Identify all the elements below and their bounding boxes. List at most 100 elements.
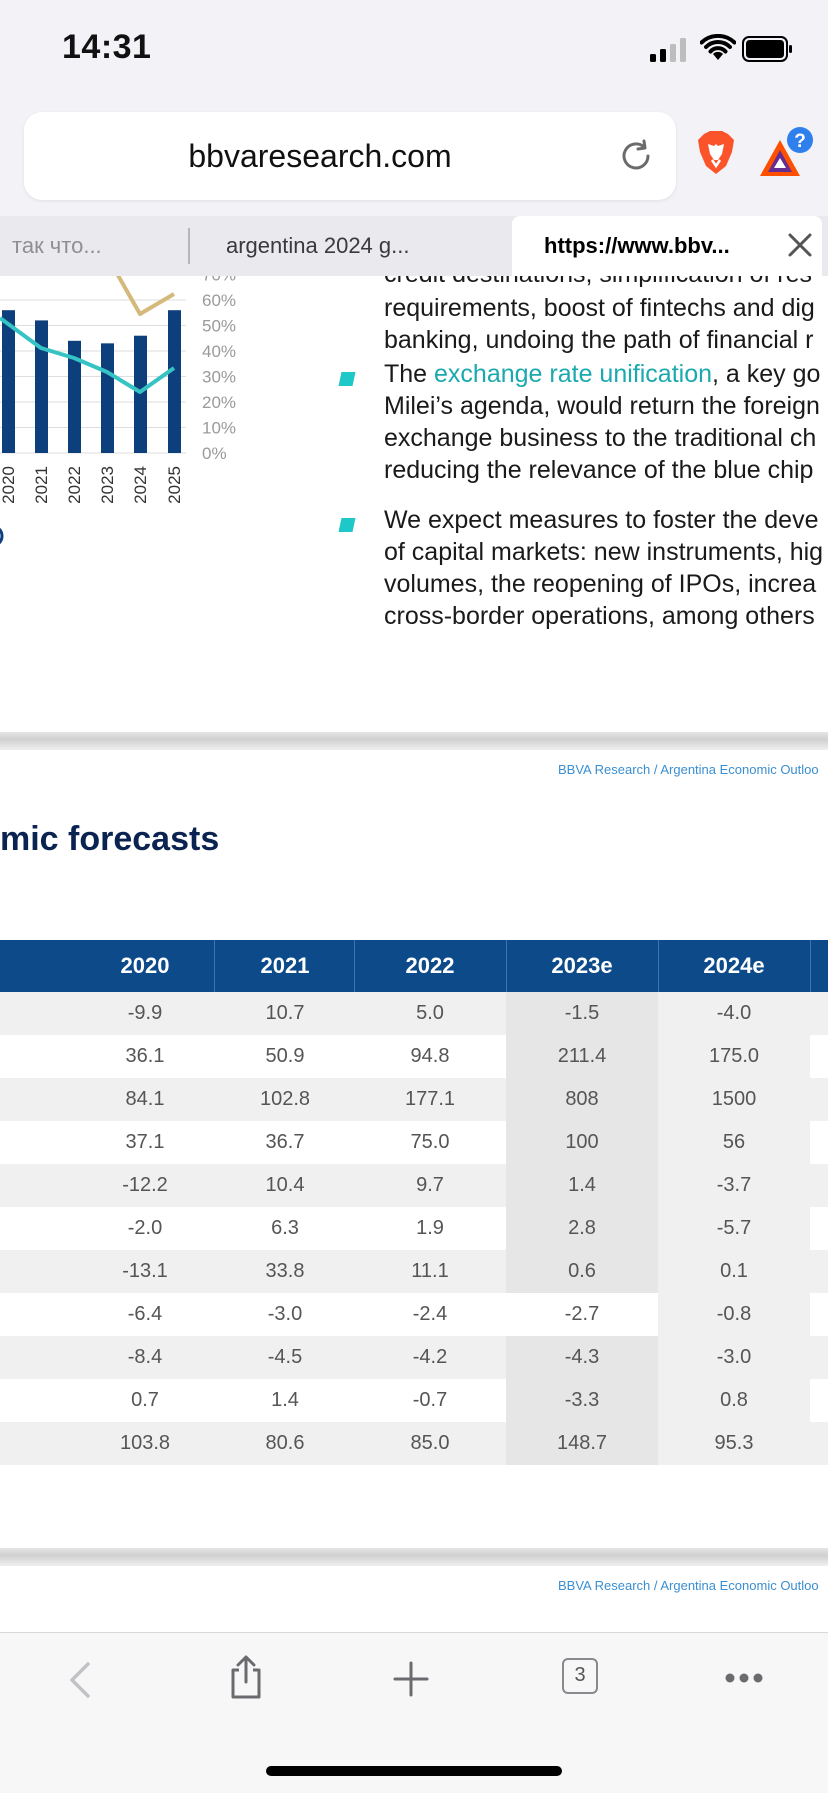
- table-cell: -2.0: [74, 1207, 216, 1250]
- address-bar[interactable]: bbvaresearch.com: [24, 112, 676, 200]
- text-line: of capital markets: new instruments, hig: [384, 538, 824, 566]
- more-icon[interactable]: [724, 1672, 764, 1684]
- table-row: 84.1 102.8 177.1 808 1500: [0, 1078, 828, 1121]
- table-cell: 177.1: [354, 1078, 506, 1121]
- signal-icon: [650, 38, 686, 62]
- x-tick-label: 2025: [165, 466, 184, 504]
- table-cell: 1.4: [216, 1379, 354, 1422]
- table-cell: 148.7: [506, 1422, 658, 1465]
- exchange-rate-link[interactable]: exchange rate unification: [434, 360, 712, 388]
- table-cell: -3.0: [658, 1336, 810, 1379]
- table-cell: 100: [506, 1121, 658, 1164]
- tabs-count-button[interactable]: 3: [562, 1658, 598, 1694]
- table-row: -6.4 -3.0 -2.4 -2.7 -0.8: [0, 1293, 828, 1336]
- table-cell: -3.7: [658, 1164, 810, 1207]
- table-cell: 50.9: [216, 1035, 354, 1078]
- table-cell: 95.3: [658, 1422, 810, 1465]
- legend-fragment: [0, 527, 4, 545]
- table-cell: -4.2: [354, 1336, 506, 1379]
- y-tick-label: 70%: [202, 276, 236, 285]
- address-area: bbvaresearch.com: [0, 100, 828, 216]
- page-content: 80%70%60%50%40%30%20%10%0%20202021202220…: [0, 276, 828, 1632]
- bar: [35, 320, 48, 453]
- x-tick-label: 2020: [0, 466, 18, 504]
- table-cell: 94.8: [354, 1035, 506, 1078]
- text-line: banking, undoing the path of financial r: [384, 326, 814, 354]
- brave-rewards-icon[interactable]: ?: [756, 126, 814, 180]
- y-tick-label: 0%: [202, 444, 227, 463]
- table-header-cell: 2020: [120, 953, 170, 978]
- table-header-cell: 2022: [405, 953, 455, 978]
- tab-1[interactable]: так что...: [12, 233, 102, 258]
- table-cell: -0.7: [354, 1379, 506, 1422]
- plus-icon[interactable]: [392, 1660, 430, 1698]
- table-cell: 10.4: [216, 1164, 354, 1207]
- y-tick-label: 50%: [202, 317, 236, 336]
- table-cell: 36.1: [74, 1035, 216, 1078]
- share-icon[interactable]: [226, 1654, 266, 1700]
- text-line: exchange business to the traditional ch: [384, 424, 817, 452]
- page-divider: [0, 1548, 828, 1566]
- table-cell: -13.1: [74, 1250, 216, 1293]
- table-cell: 11.1: [354, 1250, 506, 1293]
- footer-credit: BBVA Research / Argentina Economic Outlo…: [558, 1578, 819, 1593]
- table-cell: 175.0: [658, 1035, 810, 1078]
- table-cell: -2.4: [354, 1293, 506, 1336]
- bar: [101, 343, 114, 453]
- table-divider: [810, 940, 811, 992]
- y-tick-label: 20%: [202, 393, 236, 412]
- table-cell: 0.6: [506, 1250, 658, 1293]
- table-cell: 9.7: [354, 1164, 506, 1207]
- close-icon[interactable]: [784, 229, 816, 261]
- table-cell: -9.9: [74, 992, 216, 1035]
- table-cell: -12.2: [74, 1164, 216, 1207]
- x-tick-label: 2021: [32, 466, 51, 504]
- table-cell: 36.7: [216, 1121, 354, 1164]
- table-cell: 33.8: [216, 1250, 354, 1293]
- y-tick-label: 10%: [202, 419, 236, 438]
- home-indicator: [266, 1766, 562, 1776]
- text-line: We expect measures to foster the deve: [384, 506, 819, 534]
- chart: 80%70%60%50%40%30%20%10%0%20202021202220…: [0, 276, 236, 545]
- table-cell: -1.5: [506, 992, 658, 1035]
- rewards-badge: ?: [794, 131, 806, 152]
- table-row: -12.2 10.4 9.7 1.4 -3.7: [0, 1164, 828, 1207]
- table-cell: 808: [506, 1078, 658, 1121]
- x-tick-label: 2023: [98, 466, 117, 504]
- table-cell: 75.0: [354, 1121, 506, 1164]
- table-cell: 0.8: [658, 1379, 810, 1422]
- table-divider: [354, 940, 355, 992]
- text-line: requirements, boost of fintechs and dig: [384, 294, 815, 322]
- tab-3-active[interactable]: https://www.bbv...: [512, 216, 822, 276]
- chevron-left-icon[interactable]: [66, 1660, 94, 1700]
- table-cell: 80.6: [216, 1422, 354, 1465]
- reload-icon[interactable]: [618, 138, 654, 174]
- brave-lion-icon[interactable]: [696, 130, 736, 176]
- table-cell: -4.0: [658, 992, 810, 1035]
- bar: [134, 335, 147, 453]
- table-cell: -3.0: [216, 1293, 354, 1336]
- section-title: mic forecasts: [0, 820, 220, 858]
- tab-2[interactable]: argentina 2024 g...: [226, 233, 410, 258]
- table-divider: [506, 940, 507, 992]
- text-line: cross-border operations, among others: [384, 602, 815, 630]
- table-row: 0.7 1.4 -0.7 -3.3 0.8: [0, 1379, 828, 1422]
- text-line: volumes, the reopening of IPOs, increa: [384, 570, 817, 598]
- table-cell: -5.7: [658, 1207, 810, 1250]
- text-line: Milei’s agenda, would return the foreign: [384, 392, 820, 420]
- table-cell: 5.0: [354, 992, 506, 1035]
- table-header: 2020 2021 2022 2023e 2024e: [0, 940, 828, 992]
- table-cell: -3.3: [506, 1379, 658, 1422]
- table-divider: [214, 940, 215, 992]
- table-row: -13.1 33.8 11.1 0.6 0.1: [0, 1250, 828, 1293]
- text-line: reducing the relevance of the blue chip: [384, 456, 814, 484]
- table-cell: 1.9: [354, 1207, 506, 1250]
- text-line: credit destinations, simplification of r…: [384, 276, 812, 289]
- bullet-marker: [338, 518, 356, 532]
- bullet-line: The exchange rate unification, a key go: [384, 360, 821, 388]
- url-text[interactable]: bbvaresearch.com: [188, 138, 452, 174]
- table-cell: 102.8: [216, 1078, 354, 1121]
- table-row: 36.1 50.9 94.8 211.4 175.0: [0, 1035, 828, 1078]
- wifi-icon: [700, 34, 736, 60]
- x-tick-label: 2022: [65, 466, 84, 504]
